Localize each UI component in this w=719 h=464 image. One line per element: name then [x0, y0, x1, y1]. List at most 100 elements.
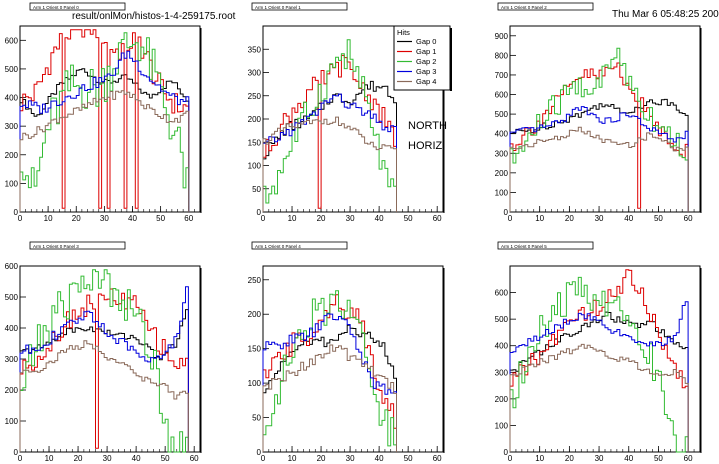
- x-tick-label: 40: [624, 214, 633, 223]
- series-gap-0: [262, 324, 397, 452]
- x-tick-label: 10: [535, 454, 544, 463]
- panel-title-box: [29, 241, 126, 250]
- x-tick-label: 10: [288, 454, 297, 463]
- y-tick-label: 0: [504, 208, 509, 217]
- y-tick-label: 400: [5, 324, 19, 333]
- y-tick-label: 100: [495, 421, 509, 430]
- plot-frame: [262, 265, 444, 453]
- x-tick-label: 20: [565, 214, 574, 223]
- y-tick-label: 600: [495, 91, 509, 100]
- y-tick-label: 200: [495, 169, 509, 178]
- series-gap-2: [262, 39, 397, 212]
- y-tick-label: 100: [248, 162, 262, 171]
- y-tick-label: 400: [495, 342, 509, 351]
- x-tick-label: 0: [261, 454, 266, 463]
- y-tick-label: 0: [14, 208, 19, 217]
- side-label-north: NORTH: [408, 120, 447, 132]
- panel-title: Arm 1 Orient 0 Panel 0: [33, 5, 79, 10]
- series-gap-2: [509, 276, 689, 453]
- y-tick-label: 200: [248, 115, 262, 124]
- y-tick-label: 800: [495, 51, 509, 60]
- x-tick-label: 30: [346, 214, 355, 223]
- y-tick-label: 200: [495, 395, 509, 404]
- x-tick-label: 10: [44, 214, 53, 223]
- y-tick-label: 500: [495, 110, 509, 119]
- y-tick-label: 300: [495, 368, 509, 377]
- x-tick-label: 40: [128, 214, 137, 223]
- panel-5: Arm 1 Orient 0 Panel 50 10 20 30 40 50 6001002…: [495, 241, 702, 463]
- x-tick-label: 30: [595, 454, 604, 463]
- x-tick-label: 10: [535, 214, 544, 223]
- panel-title: Arm 1 Orient 0 Panel 4: [255, 244, 301, 249]
- series-gap-3: [19, 286, 189, 452]
- y-tick-label: 250: [248, 276, 262, 285]
- x-tick-label: 60: [184, 214, 193, 223]
- x-tick-label: 30: [346, 454, 355, 463]
- panel-title-box: [497, 2, 594, 11]
- panel-title: Arm 1 Orient 0 Panel 1: [255, 5, 301, 10]
- x-tick-label: 40: [375, 214, 384, 223]
- y-tick-label: 350: [248, 45, 262, 54]
- x-tick-label: 40: [375, 454, 384, 463]
- series-gap-0: [19, 68, 190, 212]
- y-tick-label: 300: [248, 69, 262, 78]
- panel-0: Arm 1 Orient 0 Panel 00 10 20 30 40 50 6001002…: [5, 2, 202, 223]
- legend-entry: Gap 2: [416, 57, 436, 66]
- x-tick-label: 0: [261, 214, 266, 223]
- x-tick-label: 20: [565, 454, 574, 463]
- panel-title: Arm 1 Orient 0 Panel 3: [33, 244, 79, 249]
- y-tick-label: 100: [248, 379, 262, 388]
- legend-entry: Gap 1: [416, 47, 436, 56]
- x-tick-label: 10: [45, 454, 54, 463]
- x-tick-label: 0: [508, 214, 513, 223]
- legend-box: [393, 25, 451, 91]
- series-gap-4: [19, 340, 189, 452]
- filename-header: result/onlMon/histos-1-4-259175.root: [72, 11, 236, 22]
- y-tick-label: 700: [495, 71, 509, 80]
- x-tick-label: 50: [404, 214, 413, 223]
- series-gap-3: [262, 313, 397, 452]
- legend-entry: Gap 4: [416, 77, 436, 86]
- x-tick-label: 60: [684, 214, 693, 223]
- y-tick-label: 600: [5, 36, 19, 45]
- x-tick-label: 0: [18, 214, 23, 223]
- x-tick-label: 20: [74, 454, 83, 463]
- x-tick-label: 60: [190, 454, 199, 463]
- series-gap-4: [509, 343, 689, 452]
- x-tick-label: 30: [595, 214, 604, 223]
- y-tick-label: 100: [5, 179, 19, 188]
- panel-title-box: [497, 241, 594, 250]
- y-tick-label: 500: [5, 293, 19, 302]
- y-tick-label: 50: [252, 414, 261, 423]
- x-tick-label: 60: [433, 214, 442, 223]
- y-tick-label: 0: [257, 208, 262, 217]
- x-tick-label: 0: [508, 454, 513, 463]
- y-tick-label: 300: [5, 355, 19, 364]
- y-tick-label: 500: [495, 315, 509, 324]
- y-tick-label: 150: [248, 345, 262, 354]
- panel-title-box: [29, 2, 126, 11]
- y-tick-label: 300: [5, 122, 19, 131]
- series-gap-4: [509, 126, 689, 212]
- series-gap-4: [19, 90, 190, 212]
- panel-title: Arm 1 Orient 0 Panel 2: [501, 5, 547, 10]
- y-tick-label: 200: [5, 151, 19, 160]
- x-tick-label: 30: [103, 454, 112, 463]
- panel-title-box: [251, 2, 348, 11]
- panel-4: Arm 1 Orient 0 Panel 4 0 10 20 30 40 50 60 0 50 10…: [248, 241, 445, 463]
- x-tick-label: 50: [654, 454, 663, 463]
- y-tick-label: 600: [495, 289, 509, 298]
- x-tick-label: 60: [684, 454, 693, 463]
- y-tick-label: 50: [252, 185, 261, 194]
- series-gap-0: [262, 80, 397, 212]
- y-tick-label: 400: [495, 130, 509, 139]
- series-gap-4: [262, 344, 397, 452]
- y-tick-label: 100: [5, 417, 19, 426]
- series-gap-2: [262, 290, 397, 452]
- x-tick-label: 10: [288, 214, 297, 223]
- y-tick-label: 500: [5, 65, 19, 74]
- series-gap-3: [262, 93, 397, 212]
- series-gap-3: [509, 301, 689, 452]
